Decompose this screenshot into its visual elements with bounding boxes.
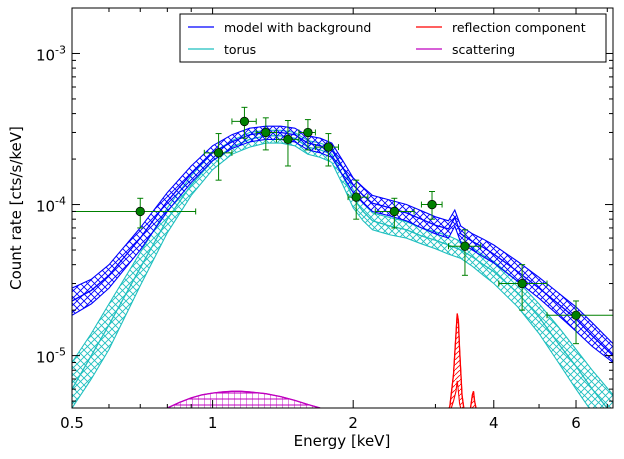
series-band-model (72, 126, 613, 363)
data-point-1 (72, 197, 197, 229)
legend-label-scattering: scattering (452, 42, 515, 57)
series-line-model (72, 131, 613, 357)
series-band-lower-torus (72, 142, 590, 408)
data-point-marker (261, 127, 271, 138)
legend-label-model: model with background (224, 20, 371, 35)
data-point-marker (460, 241, 470, 251)
data-point-13 (546, 300, 613, 345)
legend-box (179, 13, 607, 63)
series-line-torus (72, 135, 608, 408)
y-axis-label: Count rate [cts/s/keV] (7, 126, 25, 290)
series-line-scattering (167, 390, 323, 408)
x-tick-label: 0.5 (60, 414, 84, 432)
data-point-5 (275, 120, 300, 167)
data-point-10 (420, 190, 443, 220)
series-band-lower-reflection (450, 380, 462, 408)
data-point-marker (283, 134, 293, 145)
data-point-marker (389, 206, 399, 217)
plot-area (72, 125, 613, 408)
x-tick-label: 6 (571, 414, 581, 432)
x-axis-label: Energy [keV] (294, 432, 391, 450)
series-band-scattering (167, 391, 321, 408)
axis-tick-labels: 0.5 1 2 4 6 10-5 10-4 10-3 (36, 43, 581, 432)
legend-label-torus: torus (224, 42, 256, 57)
x-tick-label: 4 (489, 414, 499, 432)
y-tick-label: 10-5 (36, 346, 66, 367)
legend: model with background torus reflection c… (179, 13, 607, 63)
data-point-9 (374, 197, 415, 229)
x-tick-label: 1 (208, 414, 218, 432)
data-point-marker (323, 142, 334, 152)
data-point-12 (498, 264, 548, 311)
data-point-3 (231, 106, 257, 139)
data-point-7 (314, 133, 339, 167)
axis-ticks (71, 7, 613, 408)
series-band-lower-model (72, 138, 613, 363)
data-point-marker (351, 192, 361, 202)
data-point-4 (255, 117, 277, 151)
legend-label-reflection: reflection component (452, 20, 586, 35)
data-point-6 (298, 119, 316, 151)
data-point-marker (303, 127, 313, 138)
data-point-marker (213, 148, 224, 158)
data-point-2 (203, 133, 233, 181)
y-tick-label: 10-4 (36, 195, 66, 216)
series-line-reflection (448, 313, 477, 408)
data-point-marker (517, 278, 527, 289)
plot-frame (71, 7, 614, 409)
x-tick-label: 2 (348, 414, 358, 432)
data-point-marker (135, 206, 145, 217)
y-tick-label: 10-3 (36, 43, 66, 64)
data-point-8 (347, 179, 369, 220)
data-point-marker (239, 116, 250, 127)
data-point-marker (571, 310, 581, 320)
data-points-layer (72, 106, 613, 345)
data-point-11 (448, 229, 482, 276)
data-point-marker (427, 199, 437, 210)
